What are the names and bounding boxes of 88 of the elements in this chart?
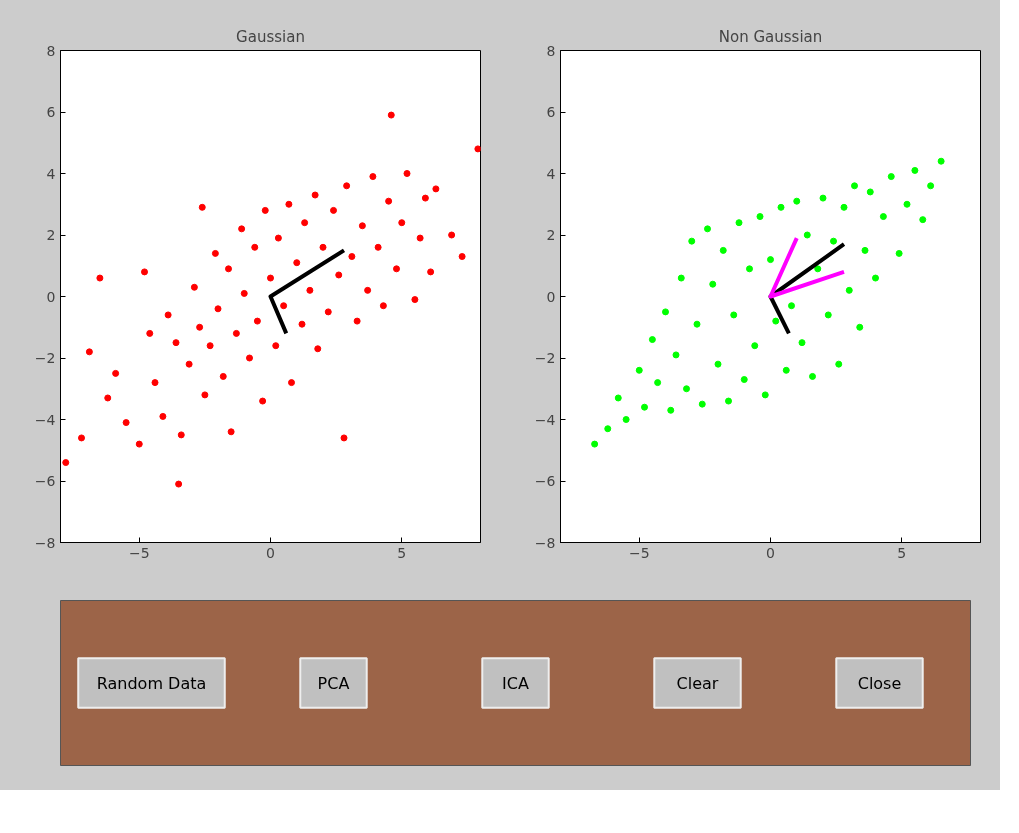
point [667,406,675,414]
point [809,372,816,380]
point [709,280,717,288]
point [714,360,722,368]
point [856,323,864,331]
x-tick-label: 5 [397,544,407,561]
y-tick-label: 4 [46,165,56,182]
point [704,225,711,233]
point [730,311,738,319]
chart-title: Gaussian [236,27,305,46]
point [719,246,727,254]
point [788,302,795,310]
point [830,237,837,245]
point [872,274,879,282]
y-tick-label: −6 [34,473,56,489]
point [641,403,648,411]
x-tick-label: 0 [266,544,275,561]
point [777,203,785,211]
text: Random Data [96,673,207,693]
text: ICA [502,673,529,693]
point [903,200,911,208]
point [819,194,827,202]
point [937,157,945,165]
text: Clear [676,673,719,693]
y-tick-label: −4 [534,411,556,428]
y-tick-label: −4 [34,411,56,428]
point [672,351,680,359]
point [824,311,832,319]
point [648,336,656,344]
point [735,219,743,227]
y-tick-label: 6 [546,104,556,120]
point [845,286,853,294]
point [861,246,869,254]
point [772,317,780,325]
point [927,182,935,190]
y-tick-label: 0 [46,288,56,305]
y-tick-label: −8 [534,534,556,551]
point [798,339,806,347]
point [746,265,753,273]
point [767,256,774,264]
point [895,249,903,257]
point [654,379,662,387]
y-tick-label: 2 [46,227,56,243]
point [683,385,690,393]
point [761,391,769,399]
point [614,394,622,402]
y-tick-label: −2 [534,350,556,366]
y-tick-label: 6 [46,104,56,120]
text: PCA [317,673,350,693]
y-tick-label: 4 [546,165,556,182]
x-tick-label: −5 [128,544,150,561]
point [751,342,759,350]
point [814,265,822,273]
point [919,216,927,224]
x-tick-label: 0 [766,544,775,561]
point [622,416,630,423]
point [887,173,895,181]
point [688,237,696,245]
point [698,400,706,408]
point [662,308,669,316]
point [911,166,919,174]
point [866,188,874,196]
point [879,213,887,221]
point [793,197,801,205]
y-tick-label: 8 [546,42,556,59]
point [803,231,811,239]
x-tick-label: −5 [628,544,650,561]
point [756,213,764,221]
y-tick-label: 8 [46,42,56,59]
x-tick-label: 5 [897,544,907,561]
point [740,376,748,384]
point [635,366,643,374]
point [725,397,732,405]
point [591,440,599,448]
y-tick-label: 2 [546,227,556,243]
y-tick-label: −6 [534,473,556,489]
y-tick-label: −2 [34,350,56,366]
point [677,274,685,282]
point [782,366,790,374]
y-tick-label: 0 [546,288,556,305]
y-tick-label: −8 [34,534,56,551]
text: Close [857,673,902,693]
point [693,320,701,328]
chart-title: Non Gaussian [718,27,823,46]
point [604,425,612,433]
point [840,203,848,211]
point [835,360,843,368]
point [851,182,858,190]
